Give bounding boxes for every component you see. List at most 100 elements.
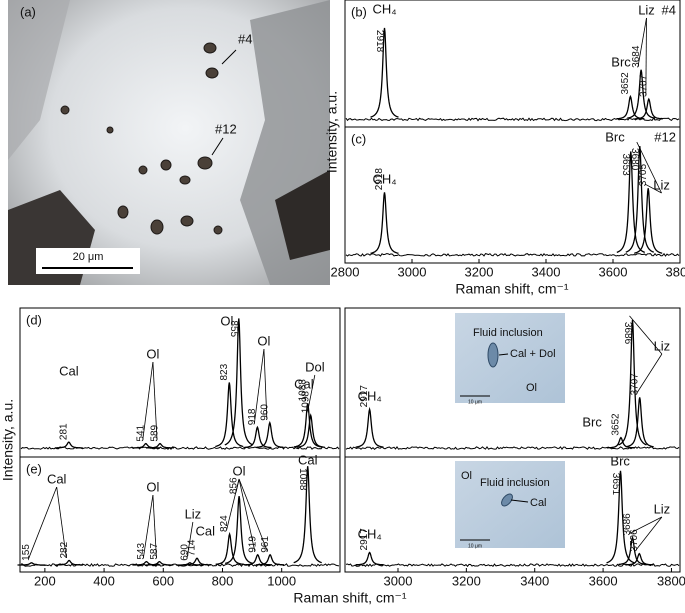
peak-label: 3707 [629, 373, 640, 396]
peak-label: 541 [135, 424, 146, 441]
peak-label: 3680 [629, 148, 640, 171]
inclusion-label: #4 [238, 31, 252, 46]
plot-frame [19, 456, 341, 573]
peak [355, 406, 384, 448]
leader-line [636, 141, 662, 194]
peak-label: 2917 [359, 528, 370, 551]
peak-label: 3705 [638, 164, 649, 187]
annotation: Liz [654, 338, 671, 353]
leader-line [263, 348, 268, 419]
x-tick-label: 3800 [657, 573, 685, 588]
leader-line [186, 521, 194, 559]
leader-line [152, 361, 158, 440]
peak-label: 543 [136, 543, 147, 560]
peak-label: 961 [260, 536, 271, 553]
annotation: Brc [605, 129, 625, 144]
peak-label: 856 [229, 477, 240, 494]
peak [215, 382, 244, 448]
peak-label: 690 [180, 544, 191, 561]
peak-label: 282 [59, 541, 70, 558]
inclusion-tag: #4 [662, 2, 676, 17]
leader-line [238, 478, 268, 551]
inclusion [487, 342, 499, 368]
annotation: CH₄ [372, 1, 396, 16]
baseline [345, 252, 680, 257]
leader-line [637, 17, 647, 66]
annotation: CH₄ [358, 526, 382, 541]
y-axis-label: Intensity, a.u. [324, 91, 340, 173]
x-tick-label: 200 [34, 573, 56, 588]
peak-label: 3684 [631, 45, 642, 68]
scale-label: 10 μm [468, 543, 482, 549]
peak-label: 281 [58, 423, 69, 440]
x-tick-label: 3000 [384, 573, 413, 588]
x-tick-label: 3600 [589, 573, 618, 588]
peak [293, 403, 322, 448]
inset-text: Ol [461, 470, 472, 482]
peak-label: 2918 [374, 168, 385, 191]
peak [616, 94, 645, 120]
annotation: Cal [59, 363, 79, 378]
inset-text: Ol [526, 382, 537, 394]
peak [54, 441, 83, 449]
inset: Ol Fluid inclusion Cal 10 μm [455, 461, 565, 549]
baseline [345, 446, 680, 450]
leader-line [142, 361, 154, 440]
annotation: Ol [146, 479, 159, 494]
peak [293, 466, 322, 564]
pointer [221, 49, 237, 65]
peak [296, 413, 325, 448]
x-tick-label: 2800 [331, 264, 360, 279]
x-tick-label: 3000 [398, 264, 427, 279]
peak [606, 436, 635, 449]
x-tick-label: 3200 [452, 573, 481, 588]
leader-line [238, 478, 256, 551]
peak [183, 557, 211, 566]
peak [626, 69, 656, 119]
x-axis-label: Raman shift, cm⁻¹ [455, 281, 569, 297]
x-tick-label: 3400 [532, 264, 561, 279]
peak-label: 587 [149, 543, 160, 560]
leader-line [629, 516, 663, 534]
leader-line [629, 315, 663, 355]
peak [370, 27, 399, 118]
pointer [211, 137, 224, 156]
baseline [345, 117, 680, 122]
annotation: Ol [233, 463, 246, 478]
peak-label: 3652 [611, 413, 622, 436]
peak-label: 3652 [620, 72, 631, 95]
micrograph: (a) #4 #12 20 μm [8, 0, 330, 285]
inset-image [455, 313, 565, 403]
peak [255, 420, 284, 449]
peak [224, 496, 254, 565]
x-tick-label: 3200 [465, 264, 494, 279]
peak [175, 562, 204, 566]
peak-label: 714 [187, 539, 198, 556]
peak-label: 3686 [622, 513, 633, 536]
peak [625, 397, 654, 448]
annotation: Liz [638, 2, 655, 17]
peak [243, 425, 272, 449]
annotation: Ol [220, 313, 233, 328]
peak [243, 553, 272, 566]
peak [215, 531, 244, 566]
peak-label: 1088 [297, 379, 308, 402]
peak-label: 3651 [610, 473, 621, 496]
panel-label: (c) [351, 131, 366, 146]
annotation: Brc [610, 453, 630, 468]
annotation: Ol [146, 346, 159, 361]
peak-label: 823 [219, 363, 230, 380]
annotation: Cal [47, 471, 67, 486]
peak [255, 553, 285, 566]
annotation: CH₄ [358, 388, 382, 403]
peak-label: 3653 [620, 153, 631, 176]
annotation: Cal [298, 452, 318, 467]
grain [275, 170, 330, 260]
peak-label: 855 [228, 320, 239, 337]
scale-label: 10 μm [468, 399, 482, 405]
peak [618, 535, 647, 566]
